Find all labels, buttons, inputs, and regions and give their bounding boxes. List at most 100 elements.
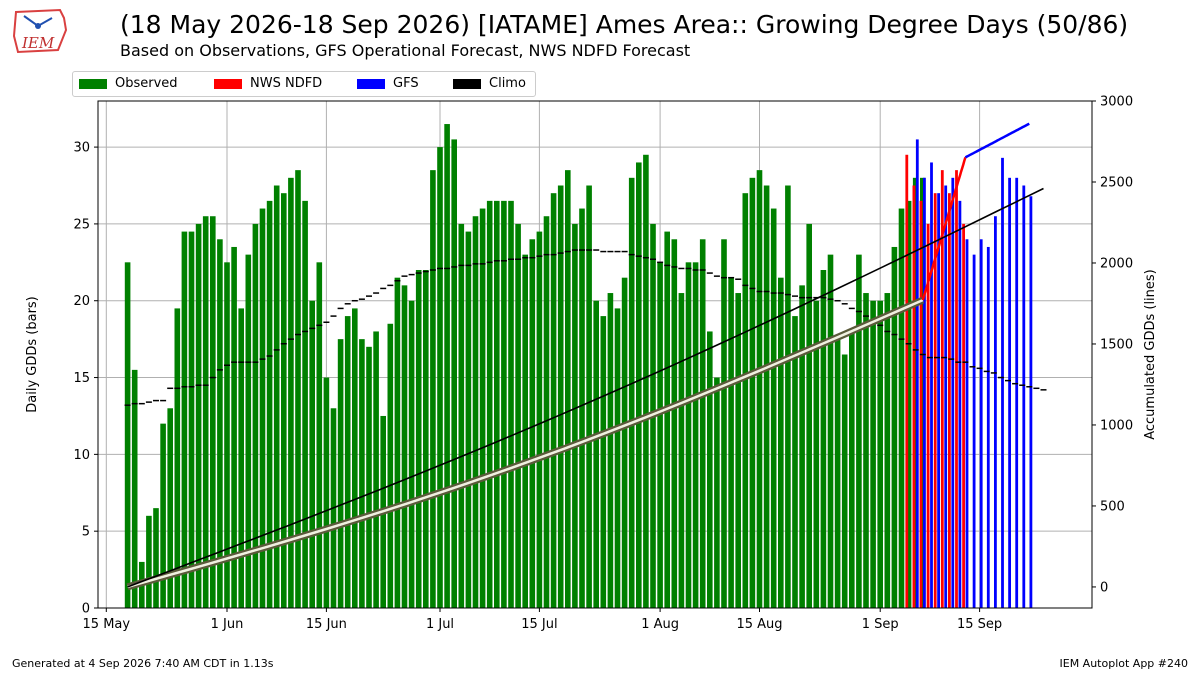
chart-title: (18 May 2026-18 Sep 2026) [IATAME] Ames …	[120, 10, 1129, 39]
gfs-bar	[1029, 196, 1033, 608]
observed-bar	[323, 377, 330, 608]
observed-bar	[210, 216, 216, 608]
observed-bar	[202, 216, 209, 608]
accum-ndfd-line	[921, 157, 967, 301]
gfs-bar	[944, 185, 948, 608]
x-tick-label: 15 Jul	[521, 617, 557, 632]
observed-bar	[281, 193, 287, 608]
observed-bar	[557, 185, 564, 608]
observed-bar	[692, 262, 699, 608]
observed-bar	[920, 177, 926, 608]
observed-bar	[387, 323, 394, 608]
observed-bar	[316, 262, 323, 608]
observed-bar	[841, 354, 848, 608]
observed-bar	[479, 208, 486, 608]
iem-logo: IEM	[8, 6, 72, 60]
observed-bar	[621, 277, 628, 608]
observed-bar	[373, 331, 379, 608]
observed-bar	[884, 293, 891, 608]
y-tick-label: 10	[73, 448, 90, 463]
gfs-bar	[1015, 177, 1019, 608]
gfs-bar	[986, 246, 990, 609]
y2-tick-label: 500	[1100, 499, 1125, 514]
x-tick-label: 15 Jun	[306, 617, 347, 632]
observed-bar	[778, 277, 784, 608]
observed-bar	[366, 346, 372, 608]
observed-bar	[437, 147, 443, 608]
observed-bar	[167, 408, 173, 608]
observed-bar	[444, 124, 450, 608]
observed-bar	[806, 223, 812, 608]
observed-bar	[423, 270, 429, 608]
observed-bar	[430, 170, 436, 609]
observed-bar	[671, 239, 678, 609]
observed-bar	[834, 339, 841, 608]
gfs-bar	[972, 254, 976, 609]
observed-bar	[699, 239, 706, 609]
observed-bar	[770, 208, 777, 608]
observed-bar	[607, 293, 614, 608]
y2-tick-label: 3000	[1100, 95, 1133, 110]
legend-label-ndfd: NWS NDFD	[250, 76, 323, 91]
y2-tick-label: 0	[1100, 580, 1108, 595]
observed-bar	[352, 308, 358, 608]
legend-item-climo: Climo	[453, 76, 526, 92]
gfs-bar	[994, 216, 997, 608]
legend-swatch-climo	[453, 78, 481, 89]
observed-bar	[586, 185, 592, 608]
ndfd-bar	[933, 193, 937, 608]
observed-bar	[536, 231, 543, 608]
x-tick-label: 1 Sep	[862, 617, 899, 632]
plot-frame	[97, 100, 1093, 609]
observed-bar	[337, 339, 344, 608]
observed-bar	[593, 300, 599, 608]
observed-bar	[124, 262, 131, 608]
observed-bar	[131, 369, 138, 608]
observed-bar	[408, 300, 415, 608]
observed-bar	[181, 231, 188, 608]
legend-label-observed: Observed	[115, 76, 178, 91]
chart-subtitle: Based on Observations, GFS Operational F…	[120, 41, 691, 60]
y-tick-label: 30	[73, 141, 90, 156]
gfs-bar	[1008, 177, 1011, 608]
generated-note: Generated at 4 Sep 2026 7:40 AM CDT in 1…	[12, 657, 274, 670]
y-axis-label: Daily GDDs (bars)	[25, 296, 40, 413]
gfs-bar	[979, 239, 983, 609]
y-tick-label: 20	[73, 294, 90, 309]
gfs-bar	[1022, 185, 1026, 608]
ndfd-bar	[905, 154, 909, 609]
legend-label-gfs: GFS	[393, 76, 419, 91]
observed-bar	[905, 200, 912, 608]
y-tick-label: 5	[82, 525, 90, 540]
observed-bar	[259, 208, 266, 608]
y2-tick-label: 1500	[1100, 337, 1133, 352]
observed-bar	[174, 308, 181, 608]
observed-bar	[749, 177, 756, 608]
y2-tick-label: 1000	[1100, 418, 1133, 433]
observed-bar	[465, 231, 472, 608]
observed-bar	[785, 185, 791, 608]
observed-bar	[451, 139, 457, 608]
observed-bar	[486, 200, 493, 608]
observed-bar	[820, 270, 827, 608]
legend-label-climo: Climo	[489, 76, 526, 91]
observed-bar	[273, 185, 280, 608]
accum-observed-line	[127, 298, 924, 589]
observed-bar	[245, 254, 252, 609]
gfs-bar	[923, 177, 926, 608]
observed-bar	[614, 308, 621, 608]
observed-bar	[827, 254, 834, 609]
y-tick-label: 0	[82, 602, 90, 617]
observed-bar	[295, 170, 301, 609]
x-tick-label: 1 Jul	[426, 617, 454, 632]
gfs-bar	[915, 139, 919, 608]
observed-bar	[217, 239, 223, 609]
app-note: IEM Autoplot App #240	[1059, 657, 1189, 670]
observed-bar	[742, 193, 749, 608]
x-tick-label: 1 Aug	[641, 617, 679, 632]
observed-bar	[856, 254, 862, 609]
x-tick-label: 15 Aug	[736, 617, 782, 632]
observed-bar	[877, 300, 883, 608]
observed-bar	[572, 223, 578, 608]
